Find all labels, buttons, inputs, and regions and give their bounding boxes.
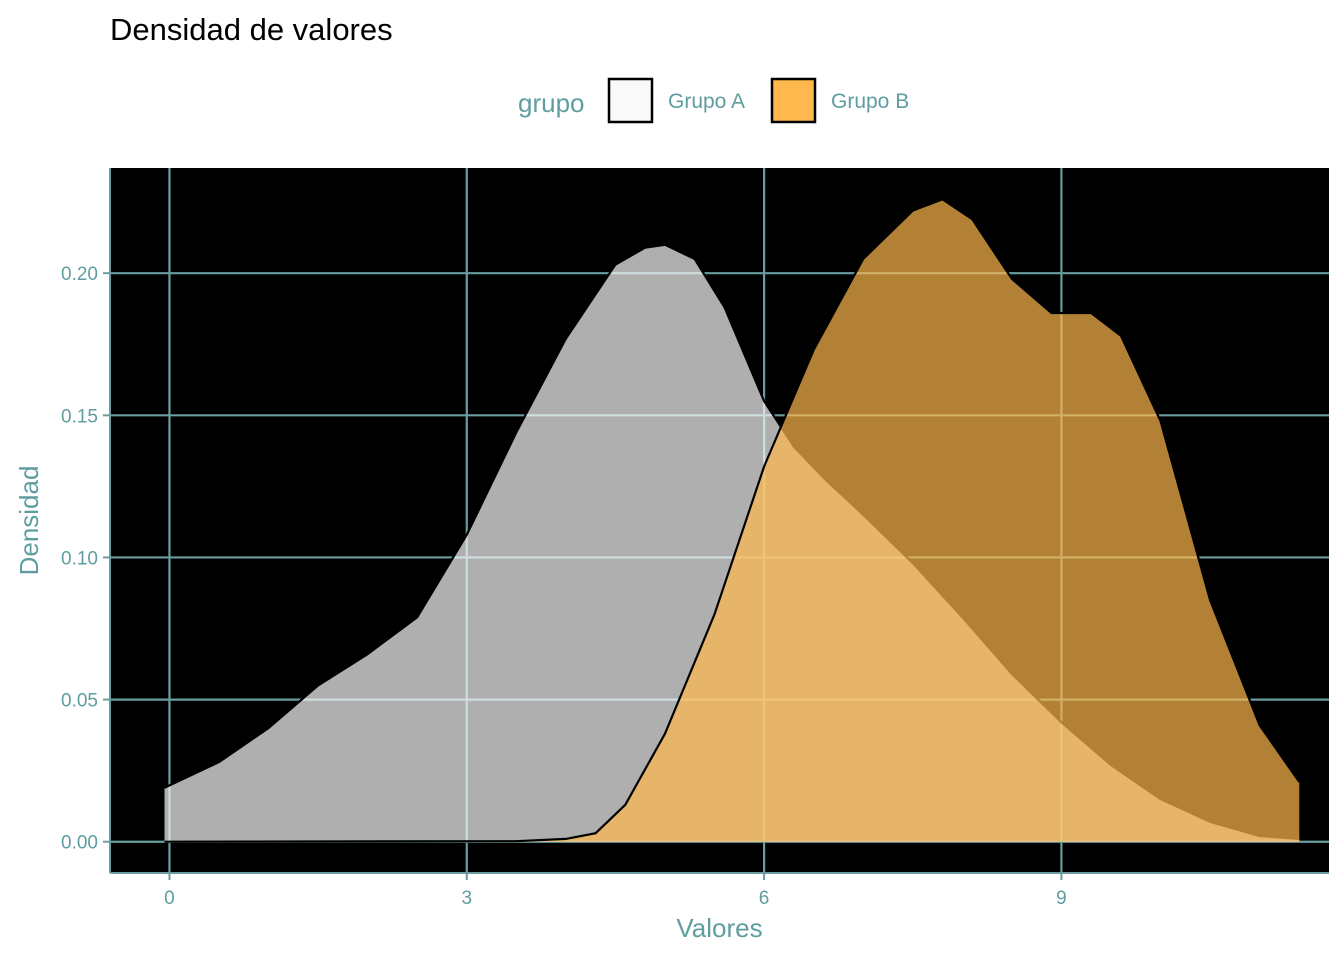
x-tick-label: 6 (759, 888, 770, 909)
x-tick-label: 9 (1056, 888, 1067, 909)
legend-label-grupo-a: Grupo A (668, 90, 745, 113)
y-axis-title: Densidad (14, 466, 44, 576)
y-tick-label: 0.15 (61, 406, 98, 427)
y-tick-label: 0.20 (61, 264, 98, 285)
x-axis-title: Valores (676, 913, 762, 943)
legend-key-grupo-b (770, 77, 817, 124)
x-tick-label: 0 (164, 888, 175, 909)
x-tick-label: 3 (461, 888, 472, 909)
legend-label-grupo-b: Grupo B (831, 90, 909, 113)
axes (109, 168, 1329, 874)
density-outline-grupo-b (164, 198, 1301, 843)
x-axis-ticks: 0 3 6 9 (164, 873, 1067, 909)
y-tick-label: 0.00 (61, 833, 98, 854)
legend-key-grupo-a (607, 77, 654, 124)
y-tick-label: 0.10 (61, 548, 98, 569)
chart-title: Densidad de valores (110, 12, 393, 47)
y-axis-ticks: 0.00 0.05 0.10 0.15 0.20 (61, 264, 110, 854)
legend: grupo Grupo A Grupo B (518, 77, 909, 124)
legend-title: grupo (518, 88, 585, 118)
density-areas (164, 198, 1301, 843)
density-area-grupo-b (164, 199, 1300, 842)
y-tick-label: 0.05 (61, 691, 98, 712)
